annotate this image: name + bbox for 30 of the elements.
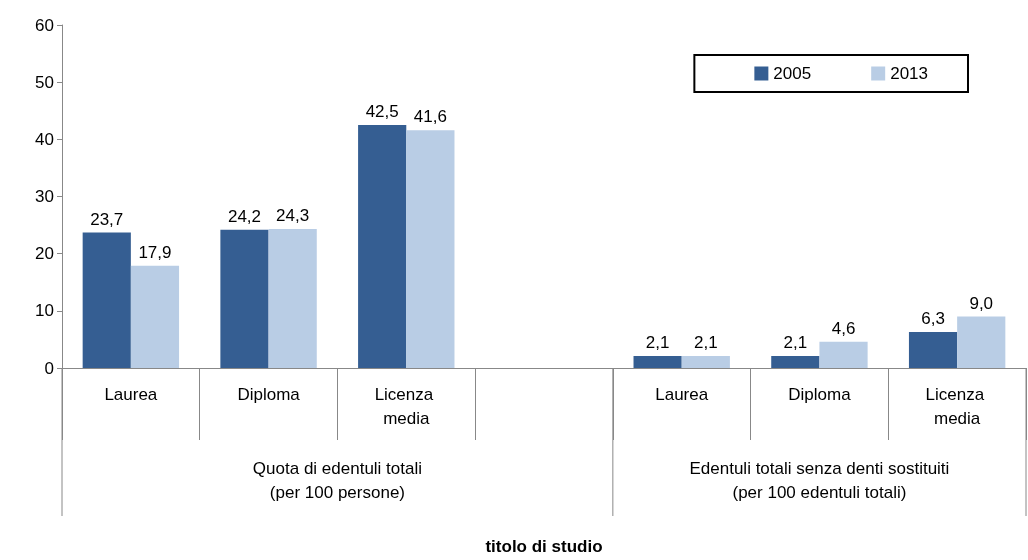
x-tick-label: Licenza media [925,384,989,428]
data-label: 2,1 [693,332,718,352]
text: titolo di studio [485,537,603,556]
data-label: 2,1 [783,332,808,352]
y-tick-label: 20 [35,244,54,264]
data-label: 6,3 [921,308,945,328]
y-tick-label: 30 [35,187,54,206]
x-tick-label: Laurea [104,384,158,404]
data-label: 24,2 [227,206,262,226]
data-label: 23,7 [90,209,124,229]
legend-label: 2013 [890,64,929,83]
data-label: 4,6 [831,318,856,338]
data-label: 24,3 [276,206,310,226]
data-label: 9,0 [969,293,994,313]
x-tick-label: Diploma [237,384,301,404]
data-label: 17,9 [138,242,172,262]
x-tick-label: Laurea [655,384,709,404]
text: Edentuli totali senza denti sostituiti (per 100 edentuli totali) [689,458,950,502]
data-label: 2,1 [645,332,670,352]
data-label: 41,6 [413,107,447,127]
legend-label: 2005 [773,64,812,83]
y-tick-label: 60 [35,15,54,35]
y-tick-label: 40 [35,129,54,149]
x-tick-label: Diploma [788,384,852,404]
y-tick-label: 50 [35,72,54,92]
data-label: 42,5 [365,102,399,122]
y-tick-label: 10 [35,301,54,321]
text: Quota di edentuli totali (per 100 persone) [252,458,423,502]
y-tick-label: 0 [44,358,54,378]
x-tick-label: Licenza media [374,384,438,428]
